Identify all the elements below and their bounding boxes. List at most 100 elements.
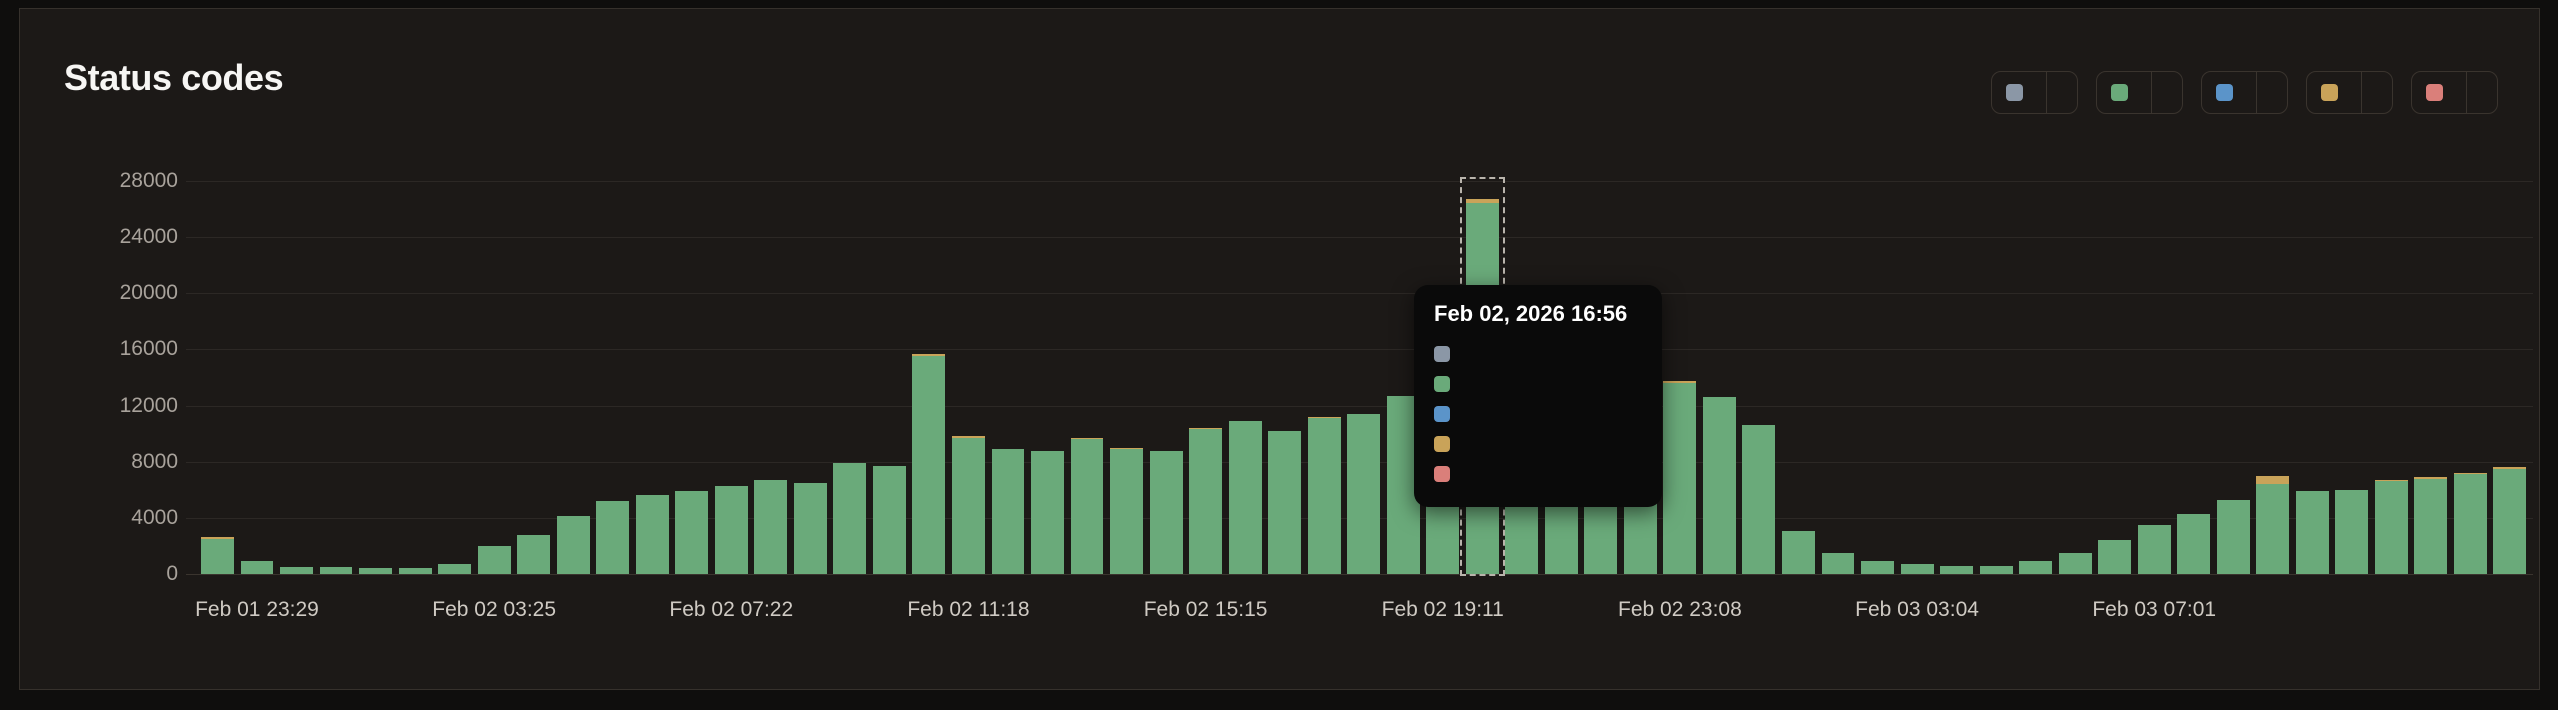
legend-left [2097,72,2151,113]
bar-column[interactable] [912,354,946,574]
bar-column[interactable] [2216,499,2250,574]
bar-column[interactable] [359,568,393,574]
bar-segment-4xx [1465,199,1499,204]
bar-column[interactable] [2098,540,2132,574]
x-tick-label: Feb 02 03:25 [432,598,557,621]
bar-segment-2xx [359,568,393,574]
axis-baseline [186,574,2533,575]
bar-segment-2xx [596,501,630,574]
x-tick-label: Feb 02 19:11 [1381,598,1504,621]
bar-column[interactable] [240,561,274,574]
bar-column[interactable] [517,534,551,574]
bar-column[interactable] [1189,427,1223,574]
legend-badge-3xx[interactable] [2201,71,2288,114]
bar-column[interactable] [951,436,985,574]
bar-segment-2xx [1149,450,1183,574]
bar-column[interactable] [596,501,630,574]
bar-column[interactable] [635,495,669,574]
legend-left [2202,72,2256,113]
legend-swatch-2xx-icon [2111,84,2128,101]
bar-column[interactable] [2493,466,2527,574]
bar-column[interactable] [438,564,472,574]
bar-column[interactable] [1940,565,1974,574]
bar-segment-2xx [1189,429,1223,574]
bar-column[interactable] [477,545,511,574]
bar-segment-2xx [1979,565,2013,574]
bar-column[interactable] [991,449,1025,574]
x-tick-label: Feb 02 23:08 [1618,598,1742,621]
bar-column[interactable] [1742,425,1776,574]
bar-segment-4xx [1110,447,1143,450]
bar-column[interactable] [319,566,353,574]
bar-column[interactable] [2177,513,2211,574]
status-codes-card: Status codes 0 4000 8000 12000 16000 20000 240… [19,8,2540,690]
bar-column[interactable] [2137,524,2171,574]
legend-swatch-3xx-icon [2216,84,2233,101]
bar-segment-2xx [2414,478,2448,574]
bar-column[interactable] [1663,381,1697,574]
bar-column[interactable] [1031,450,1064,574]
bar-segment-2xx [1782,530,1815,574]
bar-segment-2xx [2058,552,2092,574]
gridline [186,237,2533,239]
bar-column[interactable] [714,485,748,574]
bar-segment-2xx [556,516,590,574]
y-tick-label: 16000 [119,337,178,361]
bar-column[interactable] [2256,475,2290,574]
bar-column[interactable] [1110,447,1143,574]
bar-column[interactable] [1782,530,1815,574]
bar-segment-2xx [2177,513,2211,574]
bar-column[interactable] [872,465,906,574]
bar-column[interactable] [1900,564,1934,574]
y-axis: 0 4000 8000 12000 16000 20000 24000 28000 [60,9,178,691]
bar-column[interactable] [2414,477,2448,574]
y-tick-label: 24000 [119,225,178,249]
bar-column[interactable] [201,537,234,574]
page-title: Status codes [64,57,284,98]
bar-column[interactable] [1702,397,1736,574]
bar-column[interactable] [2295,491,2329,574]
bar-column[interactable] [556,516,590,574]
bar-column[interactable] [2019,561,2053,574]
bar-column[interactable] [1149,450,1183,574]
bar-column[interactable] [2453,472,2487,574]
bar-segment-2xx [1031,450,1064,574]
tooltip-swatch-2xx-icon [1434,376,1450,392]
tooltip-swatch-1xx-icon [1434,346,1450,362]
bar-column[interactable] [1861,561,1894,574]
bar-column[interactable] [1347,414,1381,574]
bar-segment-4xx [201,537,234,539]
bar-column[interactable] [793,482,827,574]
bar-column[interactable] [1228,421,1262,574]
bar-column[interactable] [1979,565,2013,574]
bar-segment-2xx [2098,540,2132,574]
bar-column[interactable] [280,566,313,574]
bar-column[interactable] [1821,552,1855,574]
bar-column[interactable] [675,491,709,574]
bar-segment-2xx [477,545,511,574]
legend-badge-2xx[interactable] [2096,71,2183,114]
tooltip-swatch-5xx-icon [1434,466,1450,482]
bar-column[interactable] [833,463,867,574]
tooltip-row-5xx [1434,459,1642,489]
legend-badge-1xx[interactable] [1991,71,2078,114]
bar-segment-2xx [2256,484,2290,574]
legend-badge-4xx[interactable] [2306,71,2393,114]
bar-column[interactable] [1070,437,1104,574]
bar-column[interactable] [2058,552,2092,574]
legend-divider [2466,72,2467,113]
y-tick-label: 8000 [131,449,178,473]
bar-segment-4xx [2256,475,2290,485]
legend-badge-5xx[interactable] [2411,71,2498,114]
tooltip-swatch-4xx-icon [1434,436,1450,452]
bar-segment-2xx [1110,449,1143,574]
bar-column[interactable] [1307,416,1341,574]
bar-column[interactable] [398,568,432,574]
x-tick-label: Feb 03 07:01 [2092,598,2217,621]
tooltip-swatch-3xx-icon [1434,406,1450,422]
bar-column[interactable] [754,479,788,574]
bar-column[interactable] [1268,430,1302,574]
bar-segment-2xx [991,449,1025,574]
bar-column[interactable] [2374,479,2408,574]
bar-column[interactable] [2335,489,2369,574]
